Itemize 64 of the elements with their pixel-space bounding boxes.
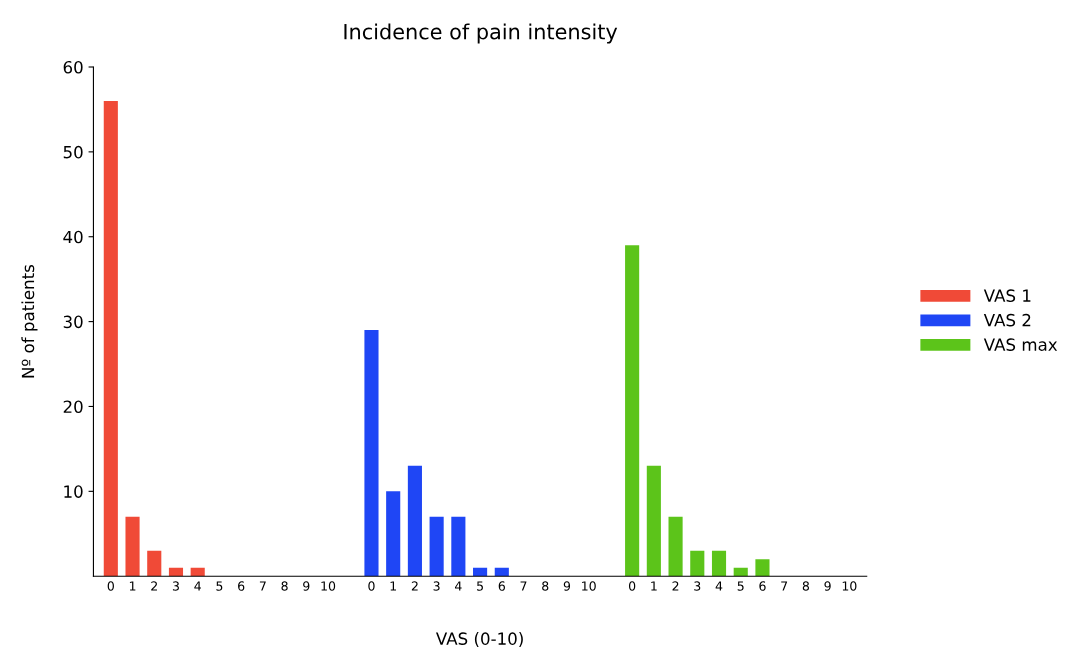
bar: [733, 567, 748, 577]
x-tick-label: 3: [172, 581, 179, 591]
bar: [711, 550, 727, 577]
y-tick-label: 20: [63, 400, 83, 414]
bar: [690, 550, 705, 577]
y-tick-label: 10: [64, 485, 83, 498]
x-tick-label: 3: [694, 581, 701, 591]
bar: [494, 567, 509, 577]
x-tick-label: 8: [802, 581, 810, 591]
x-tick-label: 3: [433, 581, 440, 591]
x-tick-label: 1: [129, 581, 136, 591]
bar: [407, 465, 422, 577]
x-tick-label: 7: [520, 581, 527, 591]
y-axis-title: Nº of patients: [21, 264, 38, 378]
x-tick-label: 6: [759, 581, 766, 591]
bar: [125, 516, 140, 577]
x-tick-label: 5: [216, 581, 223, 591]
legend-label: VAS 1: [983, 289, 1031, 302]
bar: [625, 245, 640, 577]
x-tick-label: 5: [737, 581, 744, 591]
bar: [190, 567, 205, 577]
x-tick-label: 4: [194, 581, 201, 591]
bar: [646, 465, 661, 577]
bar: [147, 550, 162, 577]
x-tick-label: 10: [842, 581, 857, 591]
bar: [168, 567, 184, 577]
x-tick-label: 0: [107, 581, 114, 591]
bar: [668, 516, 683, 577]
legend-label: VAS 2: [983, 313, 1031, 327]
legend-label: VAS max: [983, 338, 1058, 351]
x-tick-label: 6: [238, 581, 245, 591]
x-tick-label: 8: [542, 581, 549, 591]
x-tick-label: 0: [628, 581, 636, 591]
bar: [103, 100, 118, 577]
x-tick-label: 10: [321, 581, 336, 591]
x-tick-label: 4: [715, 581, 723, 591]
bar: [473, 567, 488, 577]
x-tick-label: 6: [498, 581, 505, 591]
chart-title: Incidence of pain intensity: [344, 23, 618, 44]
bar: [755, 559, 770, 577]
x-tick-label: 10: [582, 581, 596, 591]
x-tick-label: 8: [281, 581, 288, 591]
y-tick-label: 40: [63, 230, 83, 244]
x-tick-label: 7: [259, 581, 266, 591]
x-tick-label: 2: [151, 581, 157, 591]
x-tick-label: 1: [651, 581, 657, 591]
x-tick-label: 0: [368, 581, 375, 591]
y-tick-label: 60: [63, 60, 83, 74]
x-tick-label: 9: [563, 581, 571, 591]
bar: [451, 516, 466, 577]
bar: [386, 491, 401, 577]
x-axis-title: VAS (0-10): [435, 632, 523, 647]
x-tick-label: 2: [672, 581, 679, 591]
x-tick-label: 1: [390, 581, 397, 591]
x-tick-label: 5: [477, 581, 483, 591]
x-tick-label: 9: [824, 581, 831, 591]
bar: [364, 330, 379, 577]
x-tick-label: 4: [454, 581, 462, 591]
x-tick-label: 9: [303, 581, 310, 591]
bar: [429, 516, 444, 577]
x-tick-label: 2: [411, 581, 418, 591]
y-tick-label: 30: [63, 315, 83, 329]
y-tick-label: 50: [63, 145, 83, 159]
x-tick-label: 7: [781, 581, 788, 591]
